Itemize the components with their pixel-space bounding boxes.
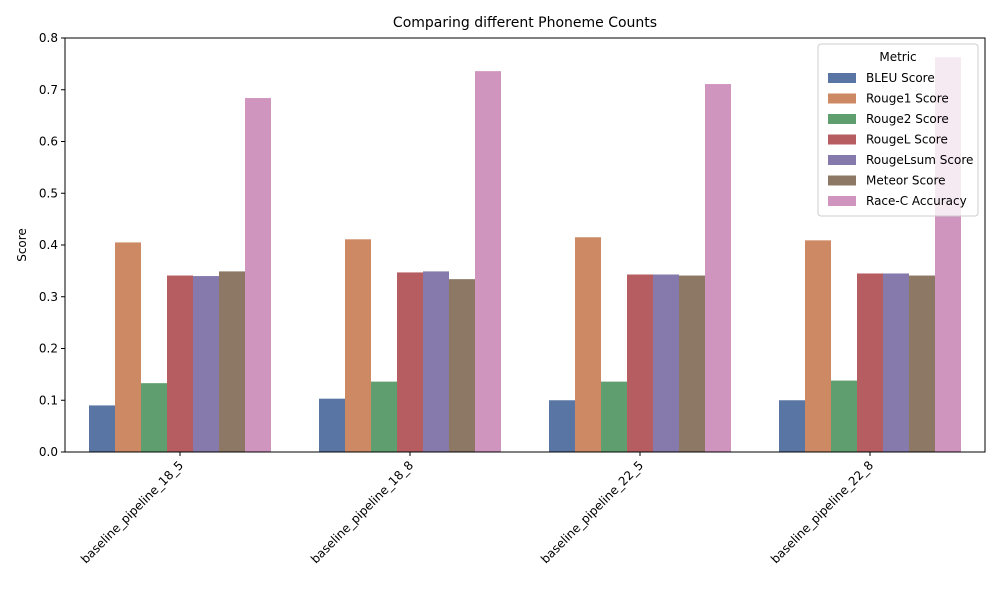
y-tick-label: 0.5 — [39, 186, 58, 200]
bar — [705, 84, 731, 453]
bar — [679, 275, 705, 452]
legend-swatch — [828, 114, 856, 124]
y-tick-label: 0.2 — [39, 342, 58, 356]
bar — [319, 398, 345, 452]
legend-label: RougeL Score — [866, 133, 948, 147]
legend-label: Rouge1 Score — [866, 92, 949, 106]
y-tick-label: 0.7 — [39, 83, 58, 97]
y-tick-label: 0.1 — [39, 393, 58, 407]
x-tick-label: baseline_pipeline_18_8 — [308, 458, 416, 566]
bar — [115, 242, 141, 452]
bar — [831, 380, 857, 452]
bars — [89, 57, 961, 453]
y-axis-label: Score — [15, 228, 29, 262]
legend-label: BLEU Score — [866, 71, 935, 85]
bar — [89, 405, 115, 452]
bar — [575, 237, 601, 452]
legend-label: Meteor Score — [866, 174, 946, 188]
x-tick-label: baseline_pipeline_22_8 — [768, 458, 876, 566]
y-tick-label: 0.4 — [39, 238, 58, 252]
bar — [909, 275, 935, 452]
bar — [397, 272, 423, 452]
x-axis: baseline_pipeline_18_5 baseline_pipeline_… — [78, 452, 876, 566]
legend-swatch — [828, 93, 856, 104]
legend-swatch — [828, 73, 856, 83]
legend-swatch — [828, 196, 856, 206]
bar — [245, 98, 271, 452]
bar — [653, 274, 679, 452]
legend-title: Metric — [879, 50, 916, 64]
bar — [167, 275, 193, 452]
y-tick-label: 0.3 — [39, 290, 58, 304]
y-tick-label: 0.8 — [39, 31, 58, 45]
bar — [371, 381, 397, 452]
x-tick-label: baseline_pipeline_22_5 — [538, 458, 646, 566]
bar — [141, 383, 167, 452]
legend-label: RougeLsum Score — [866, 153, 973, 167]
legend-swatch — [828, 134, 856, 145]
legend-label: Race-C Accuracy — [866, 194, 967, 208]
legend-label: Rouge2 Score — [866, 112, 949, 126]
y-tick-label: 0.0 — [39, 445, 58, 459]
bar — [883, 273, 909, 452]
legend-swatch — [828, 175, 856, 186]
bar — [779, 400, 805, 452]
bar — [423, 271, 449, 452]
bar — [857, 273, 883, 452]
bar — [219, 271, 245, 452]
bar — [345, 239, 371, 452]
chart-title: Comparing different Phoneme Counts — [393, 15, 657, 31]
bar — [601, 381, 627, 452]
legend-swatch — [828, 155, 856, 165]
bar — [805, 240, 831, 452]
bar — [627, 274, 653, 452]
y-tick-label: 0.6 — [39, 135, 58, 149]
bar — [449, 279, 475, 452]
bar — [549, 400, 575, 452]
y-axis: 0.0 0.1 0.2 0.3 0.4 0.5 0.6 0.7 0.8 — [39, 31, 65, 459]
x-tick-label: baseline_pipeline_18_5 — [78, 458, 186, 566]
legend-box — [817, 43, 979, 217]
bar — [193, 276, 219, 452]
bar — [475, 71, 501, 453]
legend: Metric BLEU Score Rouge1 Score Rouge2 Scor… — [817, 43, 979, 217]
plot-frame — [64, 37, 986, 453]
